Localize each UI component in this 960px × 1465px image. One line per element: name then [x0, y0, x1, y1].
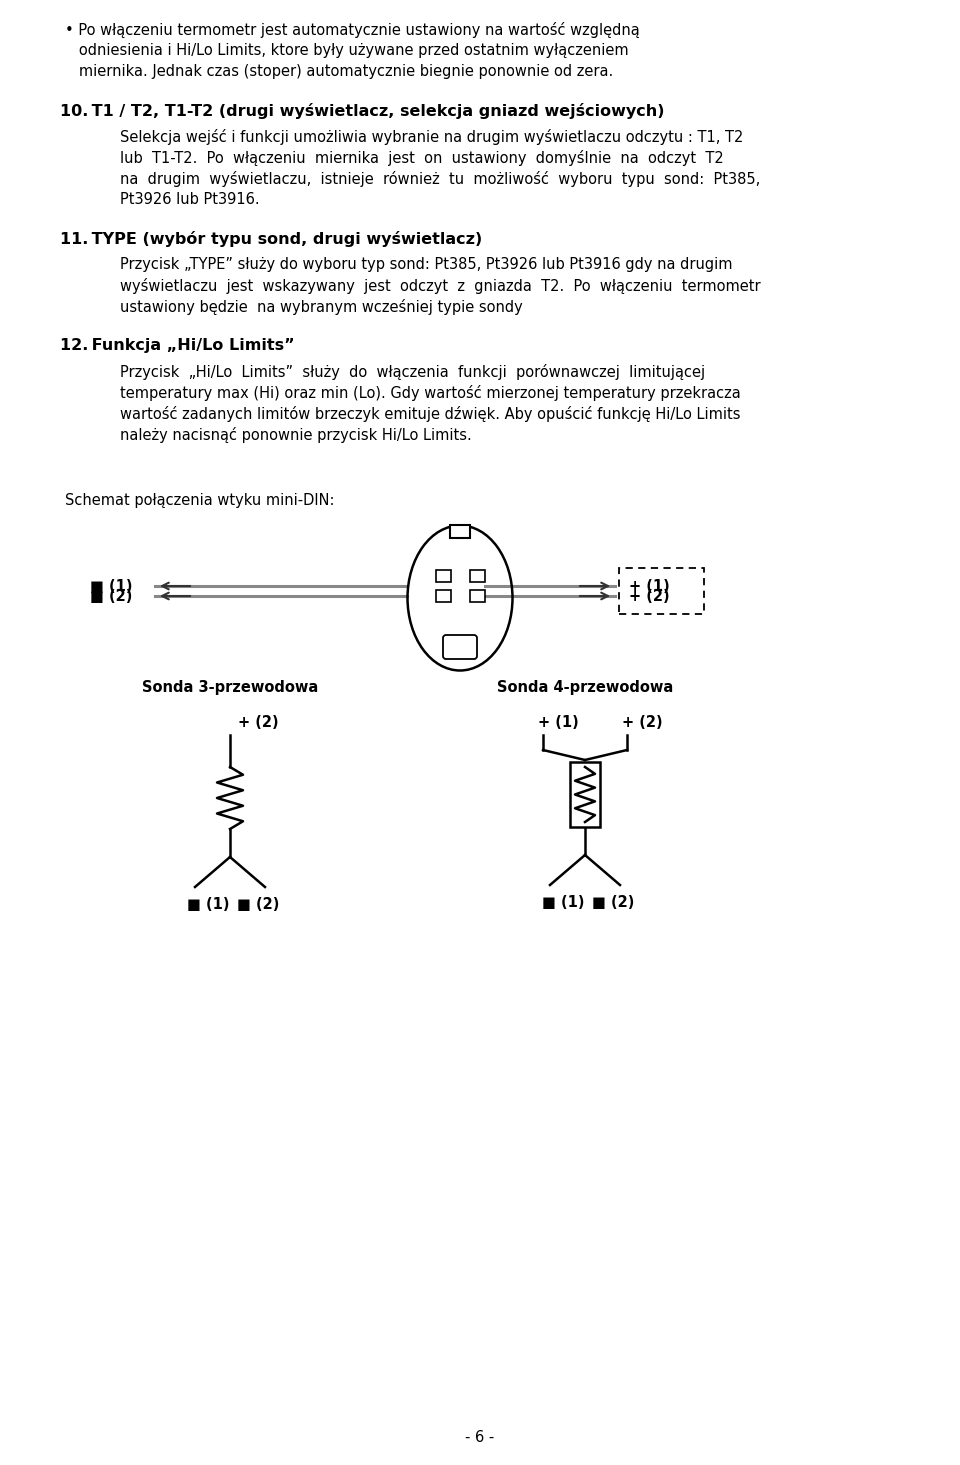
Text: Sonda 4-przewodowa: Sonda 4-przewodowa [497, 680, 673, 694]
Text: + (2): + (2) [238, 715, 278, 730]
Text: • Po włączeniu termometr jest automatycznie ustawiony na wartość względną: • Po włączeniu termometr jest automatycz… [65, 22, 639, 38]
Text: + (1): + (1) [629, 579, 670, 593]
Text: Selekcja wejść i funkcji umożliwia wybranie na drugim wyświetlaczu odczytu : T1,: Selekcja wejść i funkcji umożliwia wybra… [120, 129, 743, 145]
Text: ■ (1): ■ (1) [542, 895, 585, 910]
Text: Sonda 3-przewodowa: Sonda 3-przewodowa [142, 680, 318, 694]
Text: odniesienia i Hi/Lo Limits, ktore były używane przed ostatnim wyłączeniem: odniesienia i Hi/Lo Limits, ktore były u… [65, 42, 629, 59]
Text: ustawiony będzie  na wybranym wcześniej typie sondy: ustawiony będzie na wybranym wcześniej t… [120, 299, 523, 315]
Text: miernika. Jednak czas (stoper) automatycznie biegnie ponownie od zera.: miernika. Jednak czas (stoper) automatyc… [65, 64, 613, 79]
Text: + (2): + (2) [622, 715, 662, 730]
Text: ■ (2): ■ (2) [90, 589, 132, 604]
Text: wyświetlaczu  jest  wskazywany  jest  odczyt  z  gniazda  T2.  Po  włączeniu  te: wyświetlaczu jest wskazywany jest odczyt… [120, 278, 760, 294]
FancyBboxPatch shape [436, 590, 451, 602]
Text: 12. Funkcja „Hi/Lo Limits”: 12. Funkcja „Hi/Lo Limits” [60, 338, 295, 353]
Text: Przycisk „TYPE” służy do wyboru typ sond: Pt385, Pt3926 lub Pt3916 gdy na drugim: Przycisk „TYPE” służy do wyboru typ sond… [120, 256, 732, 272]
Text: + (1): + (1) [538, 715, 579, 730]
FancyBboxPatch shape [470, 570, 486, 582]
Text: Przycisk  „Hi/Lo  Limits”  służy  do  włączenia  funkcji  porównawczej  limitują: Przycisk „Hi/Lo Limits” służy do włączen… [120, 363, 706, 379]
FancyBboxPatch shape [443, 634, 477, 659]
Text: ■ (1): ■ (1) [90, 579, 132, 593]
Text: Schemat połączenia wtyku mini-DIN:: Schemat połączenia wtyku mini-DIN: [65, 494, 334, 508]
Text: należy nacisnąć ponownie przycisk Hi/Lo Limits.: należy nacisnąć ponownie przycisk Hi/Lo … [120, 426, 471, 442]
Text: 11. TYPE (wybór typu sond, drugi wyświetlacz): 11. TYPE (wybór typu sond, drugi wyświet… [60, 231, 482, 248]
Text: lub  T1-T2.  Po  włączeniu  miernika  jest  on  ustawiony  domyślnie  na  odczyt: lub T1-T2. Po włączeniu miernika jest on… [120, 149, 724, 166]
Text: ■ (2): ■ (2) [592, 895, 635, 910]
Text: wartość zadanych limitów brzeczyk emituje dźwięk. Aby opuścić funkcję Hi/Lo Limi: wartość zadanych limitów brzeczyk emituj… [120, 406, 740, 422]
Text: ■ (2): ■ (2) [237, 897, 279, 913]
Bar [570, 762, 600, 828]
Text: - 6 -: - 6 - [466, 1430, 494, 1444]
Bar [619, 568, 704, 614]
Text: ■ (1): ■ (1) [187, 897, 229, 913]
Text: + (2): + (2) [629, 589, 670, 604]
Text: na  drugim  wyświetlaczu,  istnieje  również  tu  możliwość  wyboru  typu  sond:: na drugim wyświetlaczu, istnieje również… [120, 171, 760, 188]
Text: temperatury max (Hi) oraz min (Lo). Gdy wartość mierzonej temperatury przekracza: temperatury max (Hi) oraz min (Lo). Gdy … [120, 385, 741, 401]
Text: 10. T1 / T2, T1-T2 (drugi wyświetlacz, selekcja gniazd wejściowych): 10. T1 / T2, T1-T2 (drugi wyświetlacz, s… [60, 103, 664, 119]
FancyBboxPatch shape [450, 524, 470, 538]
FancyBboxPatch shape [470, 590, 486, 602]
FancyBboxPatch shape [436, 570, 451, 582]
Text: Pt3926 lub Pt3916.: Pt3926 lub Pt3916. [120, 192, 259, 207]
